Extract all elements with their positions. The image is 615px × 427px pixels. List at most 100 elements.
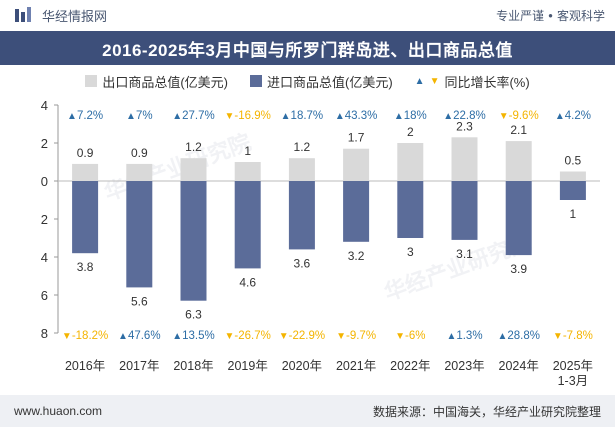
import-value-label: 3.8 [77, 260, 94, 274]
export-value-label: 1.7 [348, 131, 365, 145]
import-growth-label: ▼-6% [395, 330, 425, 342]
export-bar [397, 143, 424, 181]
export-value-label: 2.3 [456, 119, 473, 133]
legend-import-swatch [249, 75, 262, 87]
x-category-label: 2025年 [553, 359, 593, 373]
export-value-label: 2 [407, 125, 414, 139]
export-bar [451, 137, 478, 181]
x-category-label: 2021年 [336, 359, 376, 373]
import-bar [234, 181, 261, 269]
y-tick-label: 6 [41, 288, 48, 303]
y-tick-label: 4 [41, 250, 48, 265]
import-bar [288, 181, 315, 250]
legend-growth-label: 同比增长率(%) [444, 74, 530, 90]
import-bar [397, 181, 424, 238]
import-value-label: 3.6 [294, 256, 311, 270]
legend-export-swatch [85, 75, 98, 87]
import-bar [72, 181, 99, 254]
export-bar [234, 162, 261, 181]
legend-up-triangle-icon: ▲ [414, 75, 425, 87]
x-category-label: 2018年 [173, 359, 213, 373]
tagline-separator: ● [548, 11, 553, 20]
export-growth-label: ▲27.7% [172, 110, 215, 122]
import-growth-label: ▲47.6% [118, 330, 161, 342]
import-value-label: 4.6 [239, 275, 256, 289]
import-value-label: 3.9 [510, 262, 527, 276]
export-growth-label: ▲18.7% [281, 110, 324, 122]
footer-url[interactable]: www.huaon.com [14, 404, 103, 418]
x-category-label: 2022年 [390, 359, 430, 373]
legend-import[interactable]: 进口商品总值(亿美元) [249, 72, 393, 91]
import-bar [180, 181, 207, 301]
import-value-label: 5.6 [131, 294, 148, 308]
brand-logo-icon [15, 7, 31, 22]
import-growth-label: ▼-7.8% [553, 330, 593, 342]
import-growth-label: ▼-18.2% [62, 330, 108, 342]
import-value-label: 6.3 [185, 308, 202, 322]
x-category-label: 2017年 [119, 359, 159, 373]
legend-growth[interactable]: ▲ ▼ 同比增长率(%) [415, 72, 530, 91]
import-value-label: 1 [570, 207, 577, 221]
export-value-label: 1.2 [185, 140, 202, 154]
export-bar [126, 163, 153, 181]
import-value-label: 3.1 [456, 247, 473, 261]
export-bar [559, 171, 586, 181]
import-value-label: 3 [407, 245, 414, 259]
import-bar [343, 181, 370, 242]
export-growth-label: ▲4.2% [555, 110, 591, 122]
x-category-label: 2023年 [444, 359, 484, 373]
legend-export[interactable]: 出口商品总值(亿美元) [85, 72, 228, 91]
header-bar: 华经情报网 专业严谨 ● 客观科学 [0, 0, 615, 31]
export-bar [180, 158, 207, 181]
legend-down-triangle-icon: ▼ [429, 75, 440, 87]
legend-export-label: 出口商品总值(亿美元) [102, 74, 228, 90]
import-bar [126, 181, 153, 288]
chart-legend: 出口商品总值(亿美元) 进口商品总值(亿美元) ▲ ▼ 同比增长率(%) [0, 70, 615, 92]
export-growth-label: ▲18% [394, 110, 427, 122]
bar-chart: 4 2 0 2 4 6 8 0.9 3.8 ▲7.2% ▼-18.2% 2016年 0.9 5.6 ▲7% ▲… [41, 98, 600, 388]
y-tick-label: 2 [41, 212, 48, 227]
export-growth-label: ▼-9.6% [499, 110, 539, 122]
y-tick-label: 8 [41, 326, 48, 341]
export-value-label: 0.9 [77, 146, 94, 160]
footer: www.huaon.com 数据来源：中国海关，华经产业研究院整理 [0, 395, 615, 427]
import-growth-label: ▲1.3% [446, 330, 482, 342]
import-growth-label: ▼-26.7% [225, 330, 271, 342]
x-category-label: 2019年 [228, 359, 268, 373]
export-bar [343, 148, 370, 181]
y-tick-label: 0 [41, 174, 48, 189]
export-growth-label: ▼-16.9% [225, 110, 271, 122]
import-bar [559, 181, 586, 200]
x-category-label: 2024年 [499, 359, 539, 373]
brand[interactable]: 华经情报网 [14, 6, 107, 25]
x-category-label: 1-3月 [558, 374, 589, 388]
y-tick-label: 2 [41, 136, 48, 151]
tagline-left: 专业严谨 [496, 9, 545, 23]
export-bar [288, 158, 315, 181]
footer-source: 数据来源：中国海关，华经产业研究院整理 [372, 404, 601, 419]
import-value-label: 3.2 [348, 249, 365, 263]
tagline-right: 客观科学 [556, 9, 605, 23]
export-bar [72, 163, 99, 181]
import-growth-label: ▼-22.9% [279, 330, 325, 342]
import-growth-label: ▲13.5% [172, 330, 215, 342]
export-value-label: 0.9 [131, 146, 148, 160]
legend-import-label: 进口商品总值(亿美元) [266, 74, 393, 90]
tagline: 专业严谨 ● 客观科学 [496, 7, 605, 24]
import-bar [451, 181, 478, 240]
x-category-label: 2016年 [65, 359, 105, 373]
export-value-label: 2.1 [510, 123, 527, 137]
export-growth-label: ▲7.2% [67, 110, 103, 122]
export-growth-label: ▲43.3% [335, 110, 378, 122]
import-bar [505, 181, 532, 256]
y-tick-label: 4 [41, 98, 48, 113]
export-value-label: 1 [244, 144, 251, 158]
export-growth-label: ▲7% [126, 110, 153, 122]
export-growth-label: ▲22.8% [443, 110, 486, 122]
chart-title: 2016-2025年3月中国与所罗门群岛进、出口商品总值 [0, 31, 615, 65]
brand-name: 华经情报网 [42, 9, 108, 24]
export-value-label: 0.5 [565, 154, 582, 168]
export-bar [505, 141, 532, 181]
import-growth-label: ▲28.8% [497, 330, 540, 342]
import-growth-label: ▼-9.7% [336, 330, 376, 342]
